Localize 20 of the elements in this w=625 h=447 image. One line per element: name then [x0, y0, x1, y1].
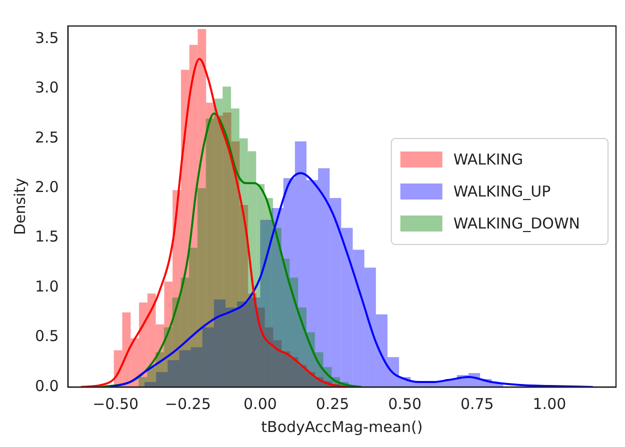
legend-label: WALKING_UP	[453, 182, 551, 200]
x-tick-label: 0.75	[460, 394, 494, 413]
y-tick-label: 1.0	[34, 277, 59, 296]
y-tick-label: 3.0	[34, 78, 59, 97]
x-tick-label: 0.25	[316, 394, 350, 413]
y-axis-title: Density	[10, 178, 29, 236]
y-tick-label: 2.0	[34, 178, 59, 196]
x-tick-label: 1.00	[532, 394, 566, 413]
x-axis-title: tBodyAccMag-mean()	[261, 418, 423, 436]
x-tick-label: −0.25	[164, 394, 211, 413]
x-tick-label: 0.50	[388, 394, 422, 413]
y-tick-label: 0.0	[34, 376, 59, 395]
legend-label: WALKING_DOWN	[453, 214, 580, 232]
y-tick-label: 1.5	[34, 228, 59, 246]
legend-label: WALKING	[453, 150, 524, 168]
y-tick-label: 0.5	[34, 327, 59, 346]
y-tick-label: 3.5	[34, 28, 59, 47]
x-tick-label: −0.50	[92, 394, 139, 413]
x-tick-label: 0.00	[244, 394, 277, 413]
y-tick-label: 2.5	[34, 128, 59, 146]
